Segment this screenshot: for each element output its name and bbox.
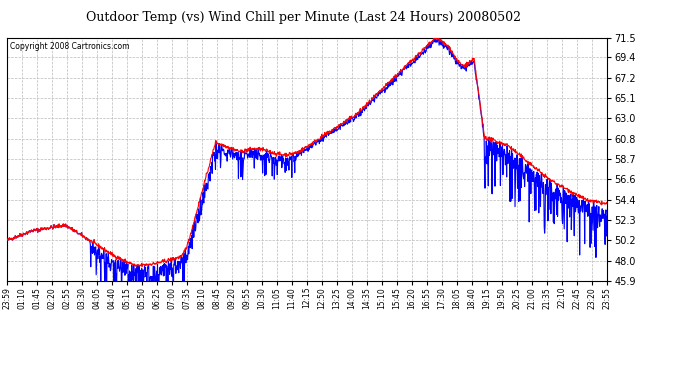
- Text: Copyright 2008 Cartronics.com: Copyright 2008 Cartronics.com: [10, 42, 130, 51]
- Text: Outdoor Temp (vs) Wind Chill per Minute (Last 24 Hours) 20080502: Outdoor Temp (vs) Wind Chill per Minute …: [86, 11, 521, 24]
